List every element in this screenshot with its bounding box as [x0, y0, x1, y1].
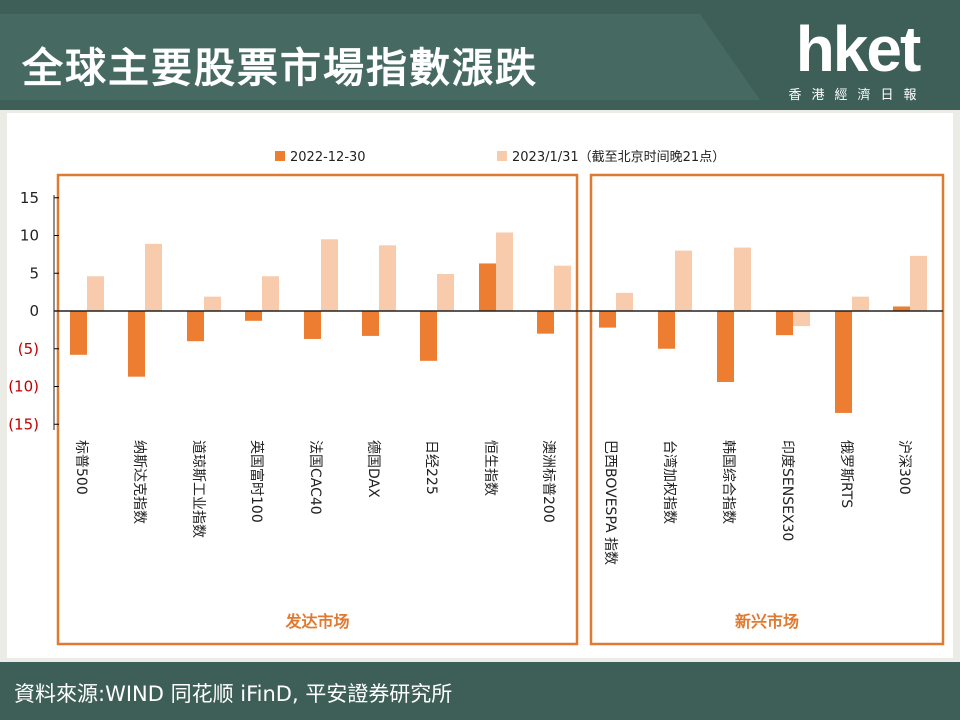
group-label: 发达市场	[284, 612, 349, 631]
header-title-strip	[0, 14, 760, 100]
legend-swatch-2022	[275, 151, 285, 161]
bar-2022-12-30	[187, 311, 204, 342]
bar-2023-01-31	[87, 276, 104, 311]
bar-2022-12-30	[362, 311, 379, 336]
bar-2022-12-30	[70, 311, 87, 355]
legend-label-2023: 2023/1/31（截至北京时间晚21点）	[512, 150, 725, 165]
bar-2022-12-30	[658, 311, 675, 349]
category-label: 印度SENSEX30	[779, 440, 795, 541]
bar-2023-01-31	[437, 274, 454, 311]
category-label: 沪深300	[896, 440, 912, 495]
category-label: 标普500	[73, 440, 89, 495]
bar-2023-01-31	[262, 276, 279, 311]
category-label: 英国富时100	[248, 440, 265, 523]
bar-chart: 发达市场 新兴市场 15 10 5 0 (5) (10) (15) 标普500 纳斯达克指数 道琼斯工…	[8, 150, 945, 646]
header-bar: 全球主要股票市場指數漲跌 hket 香港經濟日報	[0, 0, 960, 110]
bar-2023-01-31	[675, 250, 692, 311]
bar-2022-12-30	[245, 311, 262, 321]
category-label: 巴西BOVESPA 指数	[602, 440, 618, 565]
y-tick-label: 0	[29, 302, 39, 320]
category-label: 俄罗斯RTS	[838, 440, 854, 508]
group-frame	[56, 173, 579, 646]
bar-2023-01-31	[145, 243, 162, 311]
category-label: 纳斯达克指数	[131, 440, 147, 524]
bar-2022-12-30	[893, 306, 910, 311]
bar-2023-01-31	[734, 247, 751, 311]
footer-bar: 資料來源:WIND 同花顺 iFinD, 平安證券研究所	[0, 662, 960, 720]
category-label: 韩国综合指数	[720, 440, 736, 524]
y-tick-label: (15)	[8, 415, 39, 433]
category-label: 法国CAC40	[307, 440, 323, 515]
bar-2022-12-30	[599, 311, 616, 328]
category-label: 日经225	[423, 440, 439, 495]
legend-label-2022: 2022-12-30	[290, 150, 366, 165]
group-label: 新兴市场	[735, 612, 799, 631]
y-tick-label: 10	[20, 227, 39, 245]
bar-2022-12-30	[835, 311, 852, 413]
bar-2023-01-31	[204, 296, 221, 311]
bar-2023-01-31	[321, 239, 338, 311]
bar-2023-01-31	[852, 296, 869, 311]
logo-wordmark: hket	[795, 13, 922, 85]
y-tick-label: 5	[29, 264, 39, 282]
bar-2023-01-31	[554, 265, 571, 311]
bar-2022-12-30	[537, 311, 554, 334]
category-label: 澳洲标普200	[540, 440, 556, 523]
category-label: 台湾加权指数	[661, 440, 678, 524]
category-label: 德国DAX	[365, 440, 381, 498]
page-title: 全球主要股票市場指數漲跌	[22, 44, 538, 92]
bar-2023-01-31	[616, 292, 633, 311]
bar-2023-01-31	[793, 311, 810, 327]
category-label: 恒生指数	[482, 440, 498, 496]
bar-2022-12-30	[776, 311, 793, 336]
logo-subtitle: 香港經濟日報	[788, 88, 927, 103]
bar-2023-01-31	[379, 245, 396, 311]
category-label: 道琼斯工业指数	[190, 440, 206, 538]
y-tick-label: (5)	[18, 340, 39, 358]
group-frame	[589, 173, 945, 646]
source-note: 資料來源:WIND 同花顺 iFinD, 平安證券研究所	[14, 682, 453, 706]
bar-2022-12-30	[717, 311, 734, 382]
y-tick-label: 15	[20, 189, 39, 207]
bar-2022-12-30	[304, 311, 321, 339]
bar-2023-01-31	[496, 232, 513, 311]
bar-2023-01-31	[910, 255, 927, 311]
bar-2022-12-30	[479, 263, 496, 311]
bar-2022-12-30	[128, 311, 145, 377]
bar-2022-12-30	[420, 311, 437, 361]
legend-swatch-2023	[497, 151, 507, 161]
hket-logo[interactable]: hket 香港經濟日報	[770, 14, 945, 106]
y-tick-label: (10)	[8, 378, 39, 396]
chart-panel: 发达市场 新兴市场 15 10 5 0 (5) (10) (15) 标普500 纳斯达克指数 道琼斯工…	[7, 113, 953, 658]
